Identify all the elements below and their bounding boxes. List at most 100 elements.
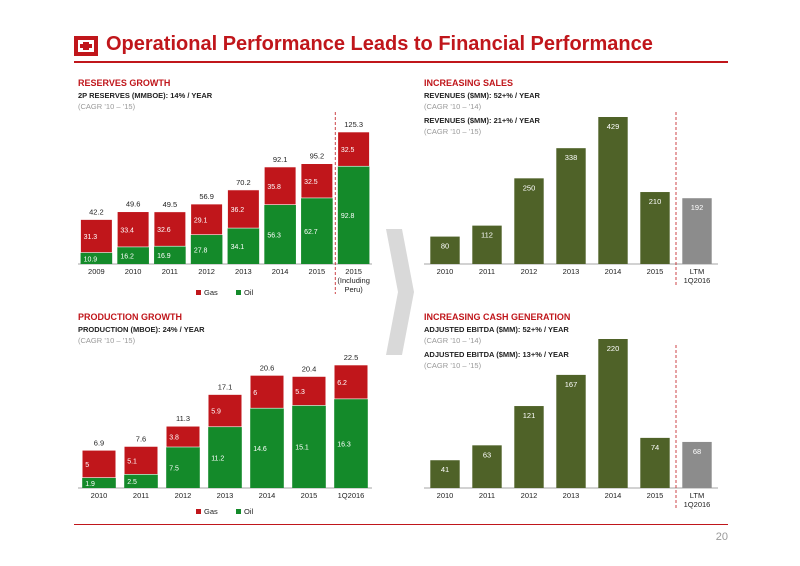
reserves-bar-gas <box>153 211 186 247</box>
reserves-tick-label: 2015 <box>309 267 326 276</box>
sales-bar <box>472 225 502 264</box>
cash-cagr-1: (CAGR ’10 – ’14) <box>424 336 482 345</box>
cash-tick-label: 2013 <box>563 491 580 500</box>
production-bar-oil <box>82 477 116 488</box>
reserves-legend-label: Oil <box>244 288 254 297</box>
cash-bar <box>514 406 544 488</box>
sales-tick-label: 2011 <box>479 267 495 276</box>
production-label-total: 20.4 <box>302 364 317 373</box>
sales-tick-label: LTM <box>690 267 704 276</box>
production-tick-label: 2011 <box>133 491 149 500</box>
cash-value-label: 41 <box>441 465 449 474</box>
sales-cagr-2: (CAGR ’10 – ’15) <box>424 127 482 136</box>
reserves-label-total: 49.5 <box>163 200 178 209</box>
reserves-tick-label: (Including <box>337 276 370 285</box>
production-label-gas: 5.1 <box>127 458 137 465</box>
production-label-gas: 5 <box>85 462 89 469</box>
production-tick-label: 2010 <box>91 491 108 500</box>
sales-value-label: 338 <box>565 153 578 162</box>
sales-value-label: 210 <box>649 197 662 206</box>
reserves-tick-label: Peru) <box>344 285 363 294</box>
reserves-label-total: 49.6 <box>126 200 141 209</box>
reserves-label-oil: 34.1 <box>231 244 245 251</box>
page-title: Operational Performance Leads to Financi… <box>106 33 653 55</box>
production-label-total: 22.5 <box>344 353 359 362</box>
production-label-total: 7.6 <box>136 434 146 443</box>
reserves-bar-oil <box>117 246 149 264</box>
sales-tick-label: 2014 <box>605 267 622 276</box>
sales-tick-label: 1Q2016 <box>684 276 711 285</box>
reserves-bar-oil <box>227 228 260 264</box>
production-label-oil: 2.5 <box>127 479 137 486</box>
production-tick-label: 2012 <box>175 491 192 500</box>
reserves-label-oil: 92.8 <box>341 213 355 220</box>
reserves-bar-gas <box>80 219 113 253</box>
reserves-bar-oil <box>80 252 113 264</box>
reserves-tick-label: 2010 <box>125 267 142 276</box>
sales-tick-label: 2015 <box>647 267 664 276</box>
production-label-oil: 16.3 <box>337 441 351 448</box>
reserves-label-gas: 36.2 <box>231 207 245 214</box>
production-bar-oil <box>166 447 200 488</box>
cash-tick-label: 1Q2016 <box>684 500 711 509</box>
production-bar-oil <box>124 474 158 488</box>
reserves-label-gas: 35.8 <box>267 184 281 191</box>
reserves-bar-gas <box>300 163 333 199</box>
production-legend-label: Gas <box>204 507 218 516</box>
sales-value-label: 112 <box>481 231 493 240</box>
reserves-label-oil: 27.8 <box>194 247 208 254</box>
production-bar-oil <box>250 408 284 488</box>
reserves-subtitle: 2P RESERVES (MMBOE): 14% / YEAR <box>78 91 213 100</box>
reserves-label-oil: 10.9 <box>84 256 98 263</box>
reserves-tick-label: 2014 <box>272 267 289 276</box>
production-cagr: (CAGR ’10 – ’15) <box>78 336 136 345</box>
reserves-tick-label: 2012 <box>198 267 215 276</box>
reserves-tick-label: 2015 <box>345 267 362 276</box>
reserves-bar-oil <box>154 246 186 264</box>
cash-cagr-2: (CAGR ’10 – ’15) <box>424 361 482 370</box>
cash-subtitle-2: ADJUSTED EBITDA ($MM): 13+% / YEAR <box>424 350 569 359</box>
production-bar-oil <box>208 426 242 488</box>
reserves-label-oil: 16.2 <box>120 253 134 260</box>
sales-bar <box>430 236 460 264</box>
cash-title: INCREASING CASH GENERATION <box>424 312 571 322</box>
reserves-label-total: 95.2 <box>310 152 325 161</box>
sales-value-label: 80 <box>441 242 449 251</box>
production-title: PRODUCTION GROWTH <box>78 312 182 322</box>
cash-tick-label: 2010 <box>437 491 454 500</box>
title-divider <box>74 61 728 63</box>
cash-value-label: 68 <box>693 447 701 456</box>
reserves-bar-oil <box>190 234 223 264</box>
reserves-cagr: (CAGR ’10 – ’15) <box>78 102 136 111</box>
reserves-bar-oil <box>264 204 296 264</box>
production-bar-gas <box>123 446 159 475</box>
sales-bar <box>598 117 628 264</box>
reserves-label-total: 125.3 <box>344 120 363 129</box>
reserves-label-total: 92.1 <box>273 155 288 164</box>
production-bar-oil <box>292 405 326 488</box>
reserves-label-gas: 32.5 <box>304 179 318 186</box>
cash-tick-label: LTM <box>690 491 704 500</box>
cash-subtitle-1: ADJUSTED EBITDA ($MM): 52+% / YEAR <box>424 325 569 334</box>
reserves-label-total: 42.2 <box>89 208 104 217</box>
production-label-total: 6.9 <box>94 438 104 447</box>
production-bar-gas <box>249 375 285 409</box>
production-label-oil: 7.5 <box>169 466 179 473</box>
cash-tick-label: 2012 <box>521 491 538 500</box>
sales-subtitle-2: REVENUES ($MM): 21+% / YEAR <box>424 116 540 125</box>
sales-title: INCREASING SALES <box>424 78 514 88</box>
production-label-oil: 15.1 <box>295 445 309 452</box>
production-tick-label: 1Q2016 <box>338 491 365 500</box>
company-logo-icon <box>74 36 98 56</box>
production-label-gas: 3.8 <box>169 435 179 442</box>
reserves-label-gas: 32.6 <box>157 227 171 234</box>
transition-arrow <box>386 229 414 355</box>
cash-value-label: 167 <box>565 380 578 389</box>
sales-cagr-1: (CAGR ’10 – ’14) <box>424 102 482 111</box>
sales-tick-label: 2012 <box>521 267 538 276</box>
production-label-oil: 1.9 <box>85 481 95 488</box>
cash-bar <box>430 460 460 488</box>
cash-bar <box>640 437 670 488</box>
reserves-bar-oil <box>337 166 370 264</box>
